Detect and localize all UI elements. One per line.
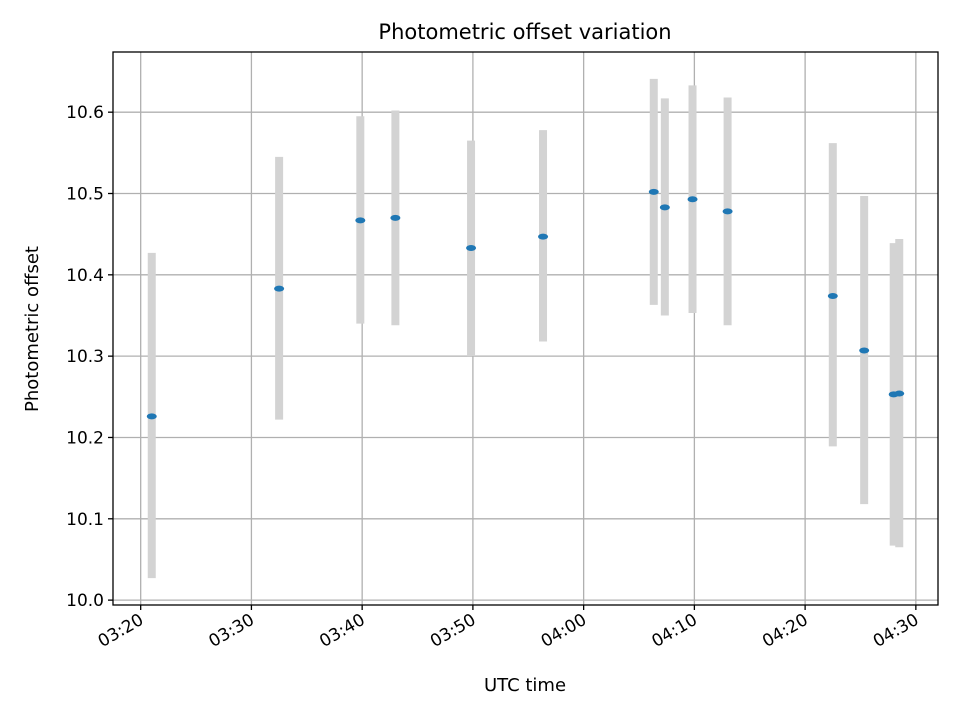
data-point [722, 208, 733, 215]
y-tick-labels: 10.0 10.1 10.2 10.3 10.4 10.5 10.6 [66, 103, 104, 611]
data-point [466, 244, 477, 251]
y-tick-label: 10.1 [66, 510, 104, 530]
data-points [146, 188, 905, 420]
data-point [355, 217, 366, 224]
y-axis-label: Photometric offset [22, 246, 43, 412]
data-point [538, 233, 549, 240]
plot-frame [112, 51, 939, 606]
y-tick-label: 10.3 [66, 347, 104, 367]
data-point [827, 292, 838, 299]
data-point [274, 285, 285, 292]
axis-ticks [108, 111, 917, 610]
data-point [648, 188, 659, 195]
data-point [894, 390, 905, 397]
data-point [687, 196, 698, 203]
data-point [859, 347, 870, 354]
y-tick-label: 10.2 [66, 428, 104, 448]
y-tick-label: 10.5 [66, 185, 104, 205]
data-point [659, 204, 670, 211]
y-tick-label: 10.4 [66, 266, 104, 286]
chart-title: Photometric offset variation [378, 20, 671, 44]
y-tick-label: 10.6 [66, 103, 104, 123]
data-point [390, 214, 401, 221]
data-point [146, 413, 157, 420]
y-tick-label: 10.0 [66, 591, 104, 611]
x-axis-label: UTC time [484, 675, 566, 696]
